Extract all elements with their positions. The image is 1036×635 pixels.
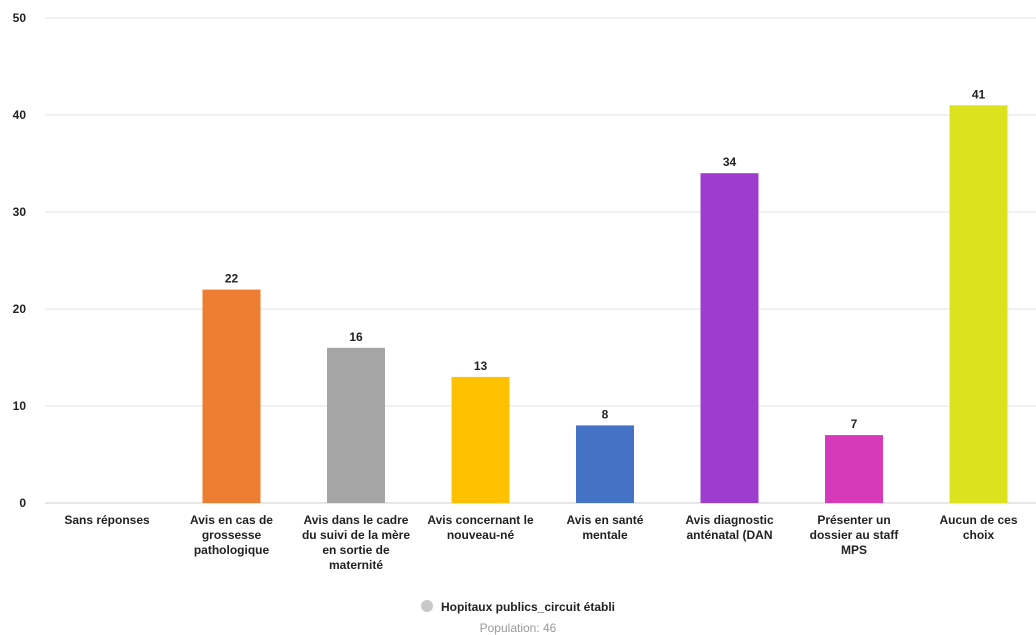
bars	[203, 105, 1008, 503]
y-tick-label: 0	[19, 496, 26, 510]
gridlines	[45, 18, 1036, 503]
data-label: 22	[225, 272, 239, 286]
legend-series-name: Hopitaux publics_circuit établi	[441, 600, 615, 614]
population-label: Population: 46	[0, 621, 1036, 635]
y-tick-label: 20	[13, 302, 27, 316]
data-label: 41	[972, 87, 986, 101]
legend[interactable]: Hopitaux publics_circuit établi	[0, 600, 1036, 614]
bar[interactable]	[701, 173, 759, 503]
bar[interactable]	[452, 377, 510, 503]
data-label: 7	[851, 417, 858, 431]
y-tick-label: 30	[13, 205, 27, 219]
x-category-label: Sans réponses	[48, 513, 166, 528]
bar[interactable]	[327, 348, 385, 503]
data-label: 8	[602, 407, 609, 421]
y-tick-label: 40	[13, 108, 27, 122]
y-tick-label: 50	[13, 11, 27, 25]
bar[interactable]	[203, 290, 261, 503]
data-label: 13	[474, 359, 488, 373]
y-tick-label: 10	[13, 399, 27, 413]
bar[interactable]	[825, 435, 883, 503]
data-label: 34	[723, 155, 737, 169]
bar[interactable]	[950, 105, 1008, 503]
y-axis-ticks: 0 10 20 30 40 50	[13, 11, 27, 510]
bar[interactable]	[576, 425, 634, 503]
bar-chart: 0 10 20 30 40 50 22 16 13 8 34 7 41	[0, 0, 1036, 600]
legend-marker	[421, 600, 433, 612]
data-label: 16	[349, 330, 363, 344]
